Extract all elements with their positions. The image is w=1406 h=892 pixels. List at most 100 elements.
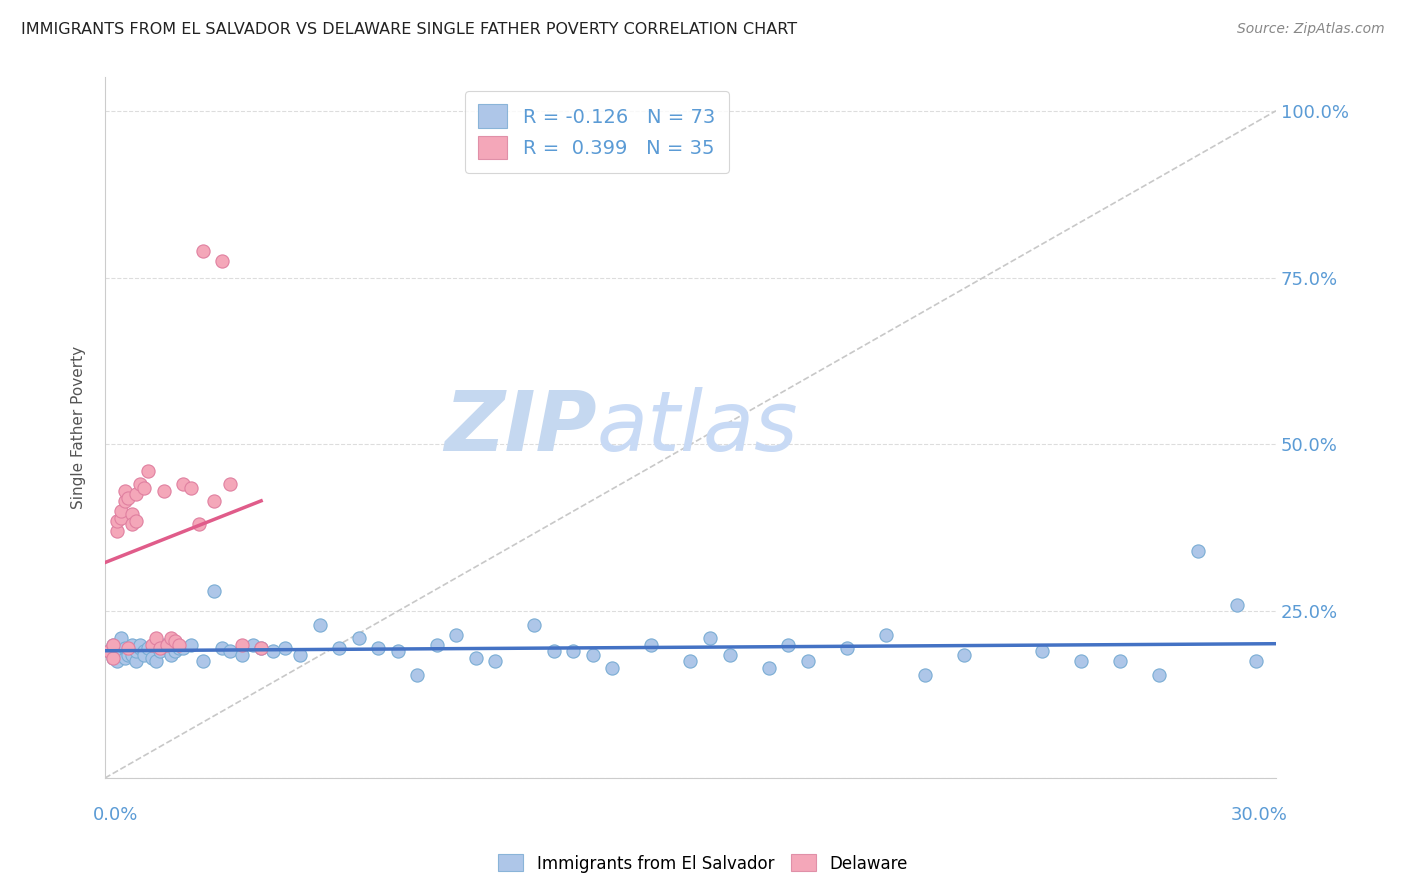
Point: [121, 638, 143, 652]
Point: [191, 244, 214, 258]
Point: [758, 661, 780, 675]
Point: [640, 638, 662, 652]
Point: [367, 640, 389, 655]
Point: [132, 648, 155, 662]
Point: [219, 644, 242, 658]
Point: [152, 638, 174, 652]
Point: [914, 667, 936, 681]
Legend: R = -0.126   N = 73, R =  0.399   N = 35: R = -0.126 N = 73, R = 0.399 N = 35: [465, 91, 728, 173]
Point: [835, 640, 858, 655]
Point: [156, 640, 179, 655]
Point: [172, 477, 194, 491]
Point: [1147, 667, 1170, 681]
Point: [602, 661, 624, 675]
Point: [101, 651, 124, 665]
Point: [105, 640, 128, 655]
Point: [156, 638, 179, 652]
Point: [149, 640, 172, 655]
Point: [125, 654, 148, 668]
Point: [165, 644, 187, 658]
Point: [101, 638, 124, 652]
Point: [167, 640, 190, 655]
Point: [125, 487, 148, 501]
Legend: Immigrants from El Salvador, Delaware: Immigrants from El Salvador, Delaware: [492, 847, 914, 880]
Point: [125, 514, 148, 528]
Point: [117, 640, 139, 655]
Point: [679, 654, 702, 668]
Point: [1108, 654, 1130, 668]
Point: [121, 648, 143, 662]
Point: [1226, 598, 1249, 612]
Point: [202, 584, 225, 599]
Point: [699, 631, 721, 645]
Point: [1070, 654, 1092, 668]
Point: [406, 667, 429, 681]
Point: [136, 640, 159, 655]
Point: [160, 648, 183, 662]
Point: [288, 648, 311, 662]
Point: [582, 648, 605, 662]
Point: [105, 524, 128, 538]
Point: [160, 631, 183, 645]
Point: [464, 651, 486, 665]
Text: Source: ZipAtlas.com: Source: ZipAtlas.com: [1237, 22, 1385, 37]
Point: [132, 481, 155, 495]
Y-axis label: Single Father Poverty: Single Father Poverty: [72, 346, 86, 509]
Point: [231, 648, 253, 662]
Point: [145, 654, 167, 668]
Point: [426, 638, 449, 652]
Point: [105, 514, 128, 528]
Text: ZIP: ZIP: [444, 387, 596, 468]
Point: [211, 254, 233, 268]
Point: [202, 494, 225, 508]
Point: [117, 644, 139, 658]
Point: [152, 484, 174, 499]
Point: [242, 638, 264, 652]
Point: [875, 627, 897, 641]
Point: [484, 654, 506, 668]
Point: [167, 638, 190, 652]
Point: [262, 644, 284, 658]
Point: [145, 631, 167, 645]
Point: [101, 638, 124, 652]
Point: [114, 484, 136, 499]
Point: [149, 644, 172, 658]
Point: [543, 644, 565, 658]
Point: [121, 508, 143, 522]
Point: [250, 640, 273, 655]
Text: IMMIGRANTS FROM EL SALVADOR VS DELAWARE SINGLE FATHER POVERTY CORRELATION CHART: IMMIGRANTS FROM EL SALVADOR VS DELAWARE …: [21, 22, 797, 37]
Point: [101, 651, 124, 665]
Point: [180, 638, 202, 652]
Point: [114, 651, 136, 665]
Text: 30.0%: 30.0%: [1230, 806, 1288, 824]
Point: [141, 651, 163, 665]
Point: [97, 644, 120, 658]
Point: [776, 638, 799, 652]
Point: [328, 640, 350, 655]
Point: [141, 638, 163, 652]
Point: [172, 640, 194, 655]
Point: [165, 634, 187, 648]
Point: [136, 464, 159, 478]
Text: 0.0%: 0.0%: [93, 806, 139, 824]
Point: [114, 494, 136, 508]
Point: [1031, 644, 1053, 658]
Point: [562, 644, 585, 658]
Point: [796, 654, 818, 668]
Point: [114, 640, 136, 655]
Point: [129, 477, 152, 491]
Point: [105, 654, 128, 668]
Point: [110, 631, 132, 645]
Point: [121, 517, 143, 532]
Point: [125, 644, 148, 658]
Point: [129, 638, 152, 652]
Point: [97, 644, 120, 658]
Point: [211, 640, 233, 655]
Point: [132, 644, 155, 658]
Point: [219, 477, 242, 491]
Point: [1187, 544, 1209, 558]
Point: [952, 648, 974, 662]
Point: [250, 640, 273, 655]
Point: [129, 640, 152, 655]
Point: [191, 654, 214, 668]
